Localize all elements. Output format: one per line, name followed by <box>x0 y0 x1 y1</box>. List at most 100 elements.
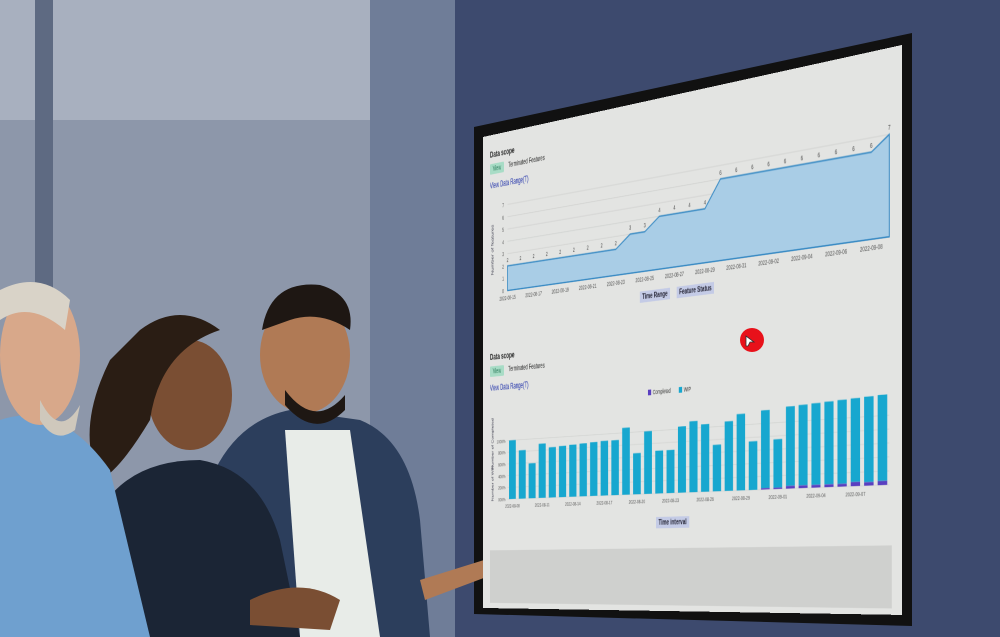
data-label: 6 <box>767 160 770 168</box>
bar-completed <box>824 484 834 488</box>
x-tick-label: 2022-08-11 <box>535 501 550 508</box>
bar-completed <box>785 485 795 489</box>
view-badge[interactable]: View <box>489 161 504 175</box>
bar-wip <box>677 426 686 493</box>
bar-wip <box>701 423 710 492</box>
view-badge[interactable]: View <box>489 365 504 378</box>
bar-wip <box>736 413 746 491</box>
bar-completed <box>811 484 821 488</box>
bar-wip <box>837 399 847 485</box>
bar-completed <box>864 481 874 486</box>
bar-wip <box>569 444 577 497</box>
bar-chart: 000% 200% 400% 600% 800% 1000% 2022-08-08 2022-… <box>491 385 902 509</box>
bar-wip <box>798 404 808 486</box>
x-tick-label: 2022-08-08 <box>505 502 520 509</box>
bar-wip <box>579 443 587 497</box>
y-tick-label: 1 <box>502 275 504 282</box>
bar-wip <box>724 420 734 491</box>
time-range-button[interactable]: Time Range <box>639 287 671 303</box>
bar-wip <box>528 463 536 499</box>
y-axis-label: Number of features <box>491 223 494 275</box>
x-tick-label: 2022-08-23 <box>662 496 680 504</box>
bar-wip <box>558 445 567 498</box>
line-section-title: Data scope <box>489 144 515 160</box>
x-tick-label: 2022-08-23 <box>607 278 625 287</box>
x-tick-label: 2022-08-31 <box>726 261 747 271</box>
data-label: 2 <box>559 248 561 255</box>
x-tick-label: 2022-08-19 <box>552 286 570 295</box>
pointer-cursor-icon <box>740 328 764 352</box>
x-tick-label: 2022-09-07 <box>845 490 866 498</box>
y-tick-label: 1000% <box>497 437 506 444</box>
y-tick-label: 600% <box>498 461 505 468</box>
y-tick-label: 200% <box>498 484 505 491</box>
data-label: 2 <box>615 239 617 246</box>
bar-wip <box>644 430 652 495</box>
view-data-range-link[interactable]: View Data Range(T) <box>489 379 529 393</box>
data-label: 3 <box>644 222 646 229</box>
legend-swatch-completed <box>647 389 652 396</box>
bar-section-title: Data scope <box>489 349 515 362</box>
bar-wip <box>761 409 770 489</box>
data-label: 4 <box>673 204 675 212</box>
x-tick-label: 2022-09-04 <box>791 252 813 263</box>
x-tick-label: 2022-08-21 <box>579 282 597 291</box>
x-tick-label: 2022-09-01 <box>769 492 788 500</box>
badge-text: Terminated Features <box>508 361 545 374</box>
x-tick-label: 2022-08-25 <box>635 274 654 284</box>
y-axis-label: Number of Completed <box>491 418 494 470</box>
bar-completed <box>850 481 861 487</box>
x-tick-label: 2022-08-17 <box>525 290 542 299</box>
bar-completed <box>798 485 808 489</box>
bar-wip <box>689 420 698 493</box>
y-tick-label: 2 <box>502 263 504 270</box>
x-tick-label: 2022-09-06 <box>825 247 847 258</box>
y-tick-label: 4 <box>502 239 504 246</box>
bar-wip <box>877 394 888 482</box>
data-label: 4 <box>704 198 707 206</box>
data-label: 6 <box>719 168 722 176</box>
data-label: 6 <box>818 151 821 159</box>
empty-panel <box>489 545 892 609</box>
bar-wip <box>518 449 526 499</box>
time-interval-button[interactable]: Time interval <box>656 516 690 529</box>
data-label: 6 <box>751 163 754 171</box>
badge-text: Terminated Features <box>508 153 545 170</box>
dashboard-screen: Data scope View Terminated Features View… <box>483 44 902 615</box>
bar-wip <box>600 440 609 496</box>
data-label: 2 <box>520 254 522 261</box>
x-tick-label: 2022-08-15 <box>499 293 516 302</box>
bar-wip <box>850 397 861 483</box>
data-label: 2 <box>546 250 548 257</box>
legend-label: WIP <box>684 385 691 393</box>
y-tick-label: 5 <box>502 226 504 233</box>
data-label: 2 <box>507 257 509 264</box>
bar-wip <box>538 443 546 498</box>
person-middle <box>89 315 340 637</box>
data-label: 3 <box>629 224 631 231</box>
data-label: 6 <box>784 157 787 165</box>
bar-wip <box>548 446 556 498</box>
legend-swatch-wip <box>678 386 683 393</box>
bar-wip <box>633 452 641 495</box>
data-label: 2 <box>601 242 603 249</box>
y-tick-label: 7 <box>502 202 504 209</box>
x-tick-label: 2022-08-29 <box>732 494 751 502</box>
data-label: 2 <box>533 252 535 259</box>
x-tick-label: 2022-08-26 <box>696 495 714 503</box>
bar-wip <box>864 396 874 483</box>
data-label: 2 <box>573 246 575 253</box>
y-tick-label: 000% <box>498 496 505 503</box>
data-label: 7 <box>888 123 891 131</box>
bar-wip <box>666 449 675 494</box>
data-label: 4 <box>658 206 660 213</box>
x-tick-label: 2022-08-29 <box>695 266 715 276</box>
y-tick-label: 3 <box>502 251 504 258</box>
x-tick-label: 2022-08-17 <box>596 499 612 506</box>
bar-wip <box>508 440 516 500</box>
bar-wip <box>622 427 630 495</box>
bar-completed <box>837 483 847 487</box>
x-tick-label: 2022-08-14 <box>565 500 581 507</box>
data-label: 2 <box>587 244 589 251</box>
